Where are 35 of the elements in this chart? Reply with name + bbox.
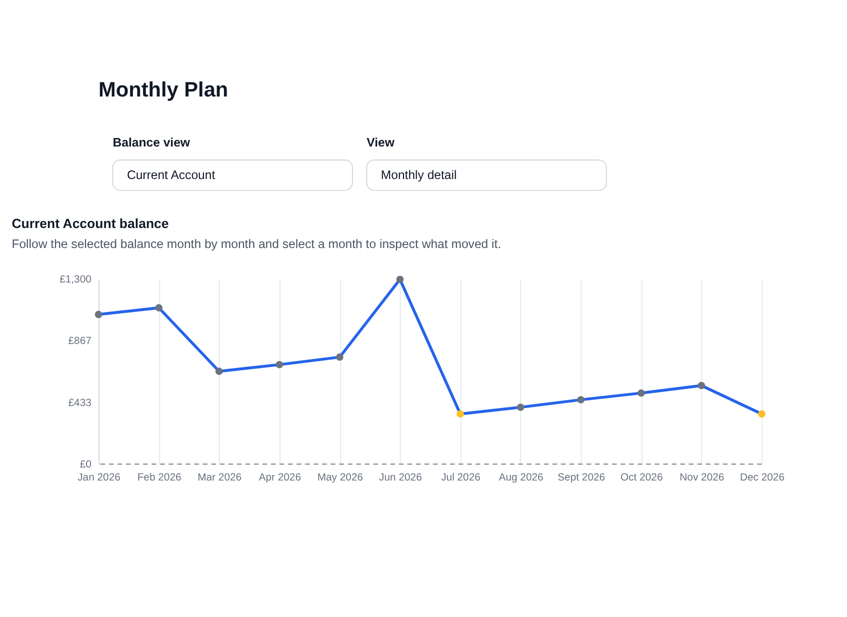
chart-subtitle: Follow the selected balance month by month and select a month to inspect what moved it.: [12, 237, 502, 252]
x-tick-label: Oct 2026: [620, 472, 663, 484]
point: [577, 396, 585, 404]
point: [155, 304, 162, 312]
point: [276, 360, 284, 368]
x-tick-label: Jun 2026: [379, 472, 422, 484]
y-tick-label: £1,300: [60, 274, 92, 286]
y-tick-label: £433: [68, 398, 92, 409]
x-tick-label: Dec 2026: [740, 472, 785, 484]
point: [456, 410, 464, 418]
point: [94, 310, 102, 318]
x-tick-label: Jul 2026: [441, 472, 481, 484]
point: [215, 368, 223, 375]
text: Current Account: [126, 168, 216, 182]
x-tick-label: Mar 2026: [198, 472, 242, 484]
x-tick-label: Nov 2026: [680, 472, 724, 484]
text: Monthly Plan: [98, 78, 228, 102]
text: View: [366, 136, 395, 150]
point: [758, 410, 766, 418]
point: [516, 404, 524, 411]
point: [396, 276, 404, 284]
point: [698, 382, 706, 390]
x-tick-label: Aug 2026: [498, 472, 544, 484]
x-tick-label: May 2026: [317, 472, 364, 484]
text: Monthly detail: [380, 168, 457, 182]
point: [637, 389, 645, 397]
y-tick-label: £0: [80, 459, 92, 470]
x-tick-label: Apr 2026: [258, 472, 302, 484]
x-tick-label: Sept 2026: [558, 472, 606, 484]
x-tick-label: Feb 2026: [137, 472, 182, 484]
point: [336, 353, 344, 361]
y-tick-label: £867: [68, 336, 92, 348]
text: Balance view: [112, 136, 190, 150]
chart-title: Current Account balance: [12, 216, 169, 232]
x-tick-label: Jan 2026: [78, 472, 121, 484]
